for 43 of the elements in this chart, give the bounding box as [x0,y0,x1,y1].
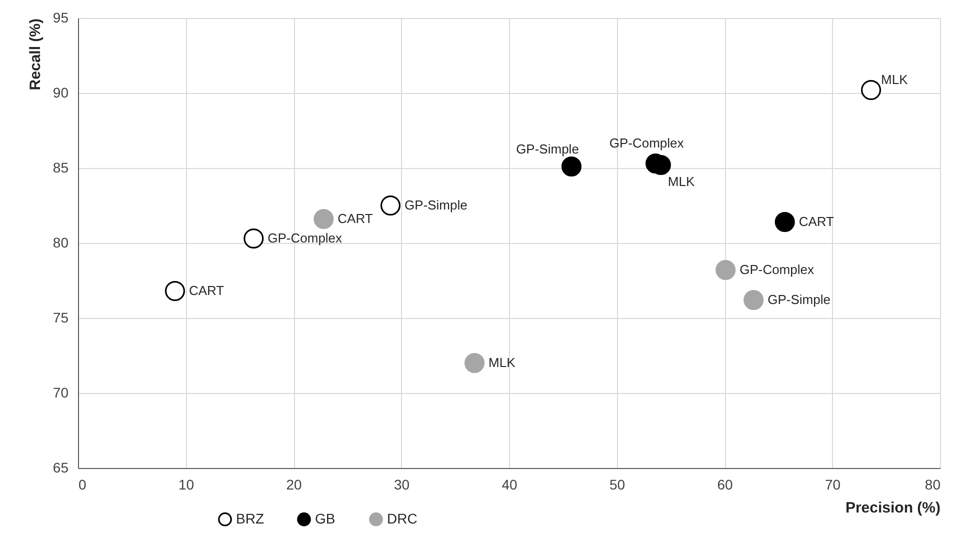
y-tick-label: 90 [52,84,69,100]
annotation: GP-Complex [740,262,814,277]
annotation: CART [338,211,373,226]
legend-label: BRZ [236,510,264,526]
point [164,281,185,301]
x-tick-label: 30 [394,476,410,492]
point [774,212,795,232]
annotation: CART [188,283,224,298]
y-tick-label: 75 [52,310,69,326]
legend-label: GB [315,510,336,526]
y-tick-label: 80 [52,234,69,250]
y-tick-label: 65 [52,460,69,476]
point [380,196,400,216]
point [716,260,736,280]
annotation: CART [798,214,834,229]
x-tick-label: 50 [609,476,626,492]
x-tick-label: 80 [924,476,941,492]
annotation: MLK [881,72,908,87]
point [744,290,764,310]
point [244,228,264,248]
annotation: GP-Simple [516,142,579,156]
point [561,156,582,176]
annotation: MLK [668,174,695,189]
legend-label: DRC [387,510,418,526]
x-axis-title: Precision (%) [845,500,940,516]
x-tick-label: 70 [824,476,841,492]
y-tick-label: 95 [52,10,69,26]
x-tick-label: 10 [178,476,194,492]
y-axis-title: Recall (%) [26,18,44,90]
point [464,353,485,373]
annotation: GP-Complex [268,230,343,246]
x-tick-label: 20 [286,476,302,492]
x-tick-label: 0 [78,476,86,492]
y-tick-label: 85 [52,160,69,176]
annotation: GP-Simple [768,292,830,307]
x-tick-label: 40 [502,476,518,492]
annotation: GP-Complex [609,136,684,150]
y-tick-label: 70 [52,384,69,400]
point [861,80,882,100]
point [314,209,334,229]
annotation: MLK [488,355,516,370]
x-tick-label: 60 [717,476,733,492]
annotation: GP-Simple [404,198,468,212]
